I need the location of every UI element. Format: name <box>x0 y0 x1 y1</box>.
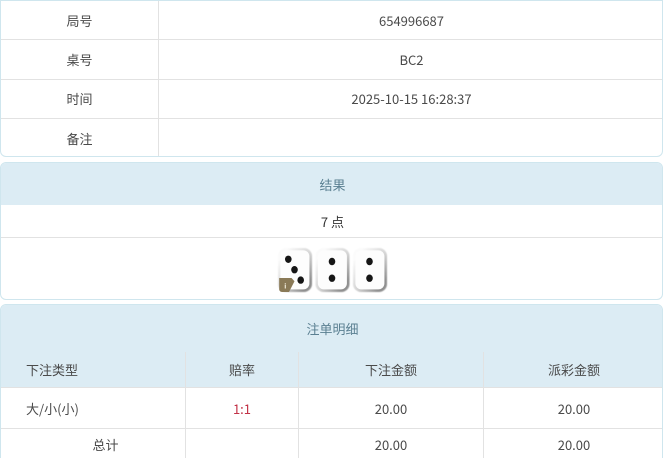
svg-text:i: i <box>284 281 286 290</box>
